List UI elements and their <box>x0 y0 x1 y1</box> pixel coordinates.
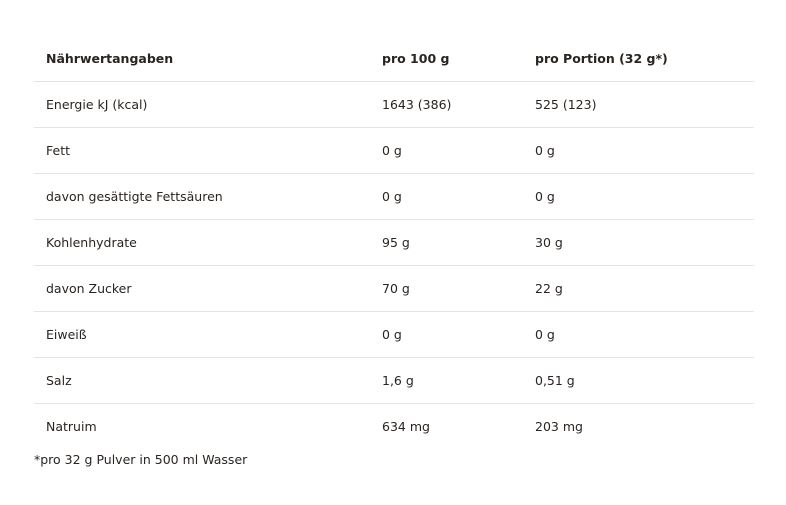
footnote: *pro 32 g Pulver in 500 ml Wasser <box>34 452 248 467</box>
nutrient-name: davon Zucker <box>46 281 132 296</box>
value-per-portion: 525 (123) <box>535 97 597 112</box>
table-row: Salz 1,6 g 0,51 g <box>34 358 754 404</box>
value-per-portion: 30 g <box>535 235 563 250</box>
value-per-portion: 22 g <box>535 281 563 296</box>
nutrient-name: Fett <box>46 143 70 158</box>
value-per-portion: 0 g <box>535 143 555 158</box>
value-per-portion: 0,51 g <box>535 373 575 388</box>
table-row: Kohlenhydrate 95 g 30 g <box>34 220 754 266</box>
value-per-100g: 95 g <box>382 235 410 250</box>
table-row: Energie kJ (kcal) 1643 (386) 525 (123) <box>34 82 754 128</box>
table-header: Nährwertangaben pro 100 g pro Portion (3… <box>34 36 754 82</box>
value-per-100g: 0 g <box>382 327 402 342</box>
value-per-100g: 0 g <box>382 189 402 204</box>
value-per-100g: 70 g <box>382 281 410 296</box>
value-per-100g: 1643 (386) <box>382 97 452 112</box>
value-per-100g: 634 mg <box>382 419 430 434</box>
table-row: Fett 0 g 0 g <box>34 128 754 174</box>
value-per-100g: 0 g <box>382 143 402 158</box>
nutrient-name: Salz <box>46 373 72 388</box>
table-row: davon Zucker 70 g 22 g <box>34 266 754 312</box>
table-row: Eiweiß 0 g 0 g <box>34 312 754 358</box>
value-per-portion: 203 mg <box>535 419 583 434</box>
header-per-100g: pro 100 g <box>382 51 450 66</box>
nutrient-name: Eiweiß <box>46 327 87 342</box>
value-per-portion: 0 g <box>535 327 555 342</box>
nutrition-table: Nährwertangaben pro 100 g pro Portion (3… <box>34 36 754 450</box>
header-nutrients: Nährwertangaben <box>46 51 174 66</box>
nutrient-name: Energie kJ (kcal) <box>46 97 148 112</box>
nutrient-name: Natruim <box>46 419 97 434</box>
nutrient-name: davon gesättigte Fettsäuren <box>46 189 223 204</box>
nutrient-name: Kohlenhydrate <box>46 235 137 250</box>
table-row: Natruim 634 mg 203 mg <box>34 404 754 450</box>
table-row: davon gesättigte Fettsäuren 0 g 0 g <box>34 174 754 220</box>
header-per-portion: pro Portion (32 g*) <box>535 51 668 66</box>
value-per-100g: 1,6 g <box>382 373 414 388</box>
value-per-portion: 0 g <box>535 189 555 204</box>
